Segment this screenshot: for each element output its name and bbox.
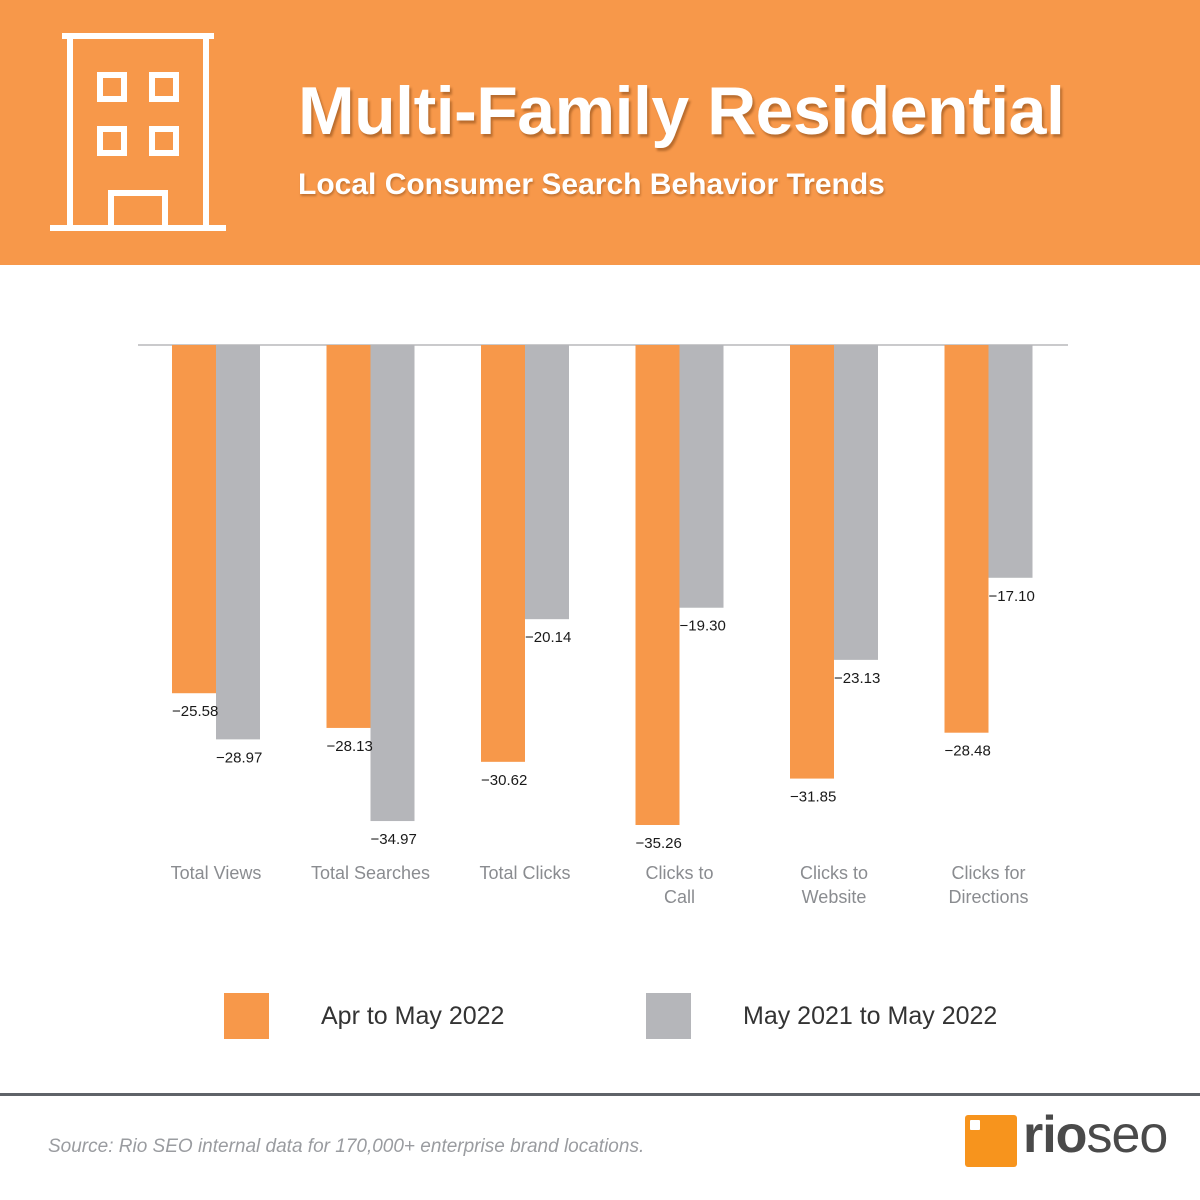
building-icon bbox=[50, 33, 226, 231]
page-title: Multi-Family Residential bbox=[298, 73, 1065, 149]
header-banner: Multi-Family Residential Local Consumer … bbox=[0, 0, 1200, 265]
bar-total-views-may-2021-may-2022 bbox=[216, 345, 260, 740]
data-label: −28.97 bbox=[216, 749, 262, 766]
bar-total-clicks-apr-may-2022 bbox=[481, 345, 525, 762]
source-note: Source: Rio SEO internal data for 170,00… bbox=[48, 1136, 645, 1157]
bar-chart: −25.58 −28.97 Total Views −28.13 −34.97 Total… bbox=[138, 344, 1068, 907]
data-label: −34.97 bbox=[371, 831, 417, 848]
data-label: −19.30 bbox=[680, 618, 726, 635]
footer-divider bbox=[0, 1093, 1200, 1096]
bar-total-searches-may-2021-may-2022 bbox=[370, 345, 415, 822]
data-label: −17.10 bbox=[989, 588, 1035, 605]
category-label-clicks-to-website: Clicks to Website bbox=[800, 863, 868, 907]
legend-swatch-orange bbox=[224, 993, 269, 1039]
legend-label: May 2021 to May 2022 bbox=[743, 1001, 998, 1030]
bar-clicks-to-call-apr-may-2022 bbox=[635, 345, 680, 825]
bar-clicks-to-call-may-2021-may-2022 bbox=[679, 345, 724, 608]
bar-total-searches-apr-may-2022 bbox=[326, 345, 371, 728]
bar-total-views-apr-may-2022 bbox=[172, 345, 216, 694]
legend-label: Apr to May 2022 bbox=[321, 1001, 505, 1030]
data-label: −28.13 bbox=[327, 738, 373, 755]
bar-total-clicks-may-2021-may-2022 bbox=[525, 345, 569, 620]
category-label-clicks-to-call: Clicks to Call bbox=[645, 863, 713, 907]
legend-item-apr-may-2022: Apr to May 2022 bbox=[224, 992, 504, 1040]
category-label-total-searches: Total Searches bbox=[311, 863, 430, 883]
data-label: −23.13 bbox=[834, 670, 880, 687]
category-label-total-views: Total Views bbox=[171, 863, 262, 883]
category-label-clicks-for-directions: Clicks for Directions bbox=[948, 863, 1028, 907]
data-label: −35.26 bbox=[636, 835, 682, 852]
logo-wordmark: rioseo bbox=[1023, 1106, 1168, 1164]
category-label-total-clicks: Total Clicks bbox=[479, 863, 570, 883]
bar-clicks-for-directions-apr-may-2022 bbox=[944, 345, 989, 733]
legend-swatch-gray bbox=[646, 993, 691, 1039]
data-label: −25.58 bbox=[172, 703, 218, 720]
rio-seo-logo: rioseo bbox=[965, 1109, 1180, 1175]
bar-clicks-to-website-apr-may-2022 bbox=[790, 345, 834, 779]
bar-clicks-for-directions-may-2021-may-2022 bbox=[988, 345, 1033, 578]
legend-item-may-2021-may-2022: May 2021 to May 2022 bbox=[646, 992, 997, 1040]
data-label: −20.14 bbox=[525, 629, 571, 646]
data-label: −31.85 bbox=[790, 789, 836, 806]
data-label: −28.48 bbox=[945, 743, 991, 760]
bar-clicks-to-website-may-2021-may-2022 bbox=[834, 345, 878, 660]
page-subtitle: Local Consumer Search Behavior Trends bbox=[298, 168, 885, 201]
data-label: −30.62 bbox=[481, 772, 527, 789]
logo-mark bbox=[965, 1115, 1017, 1167]
